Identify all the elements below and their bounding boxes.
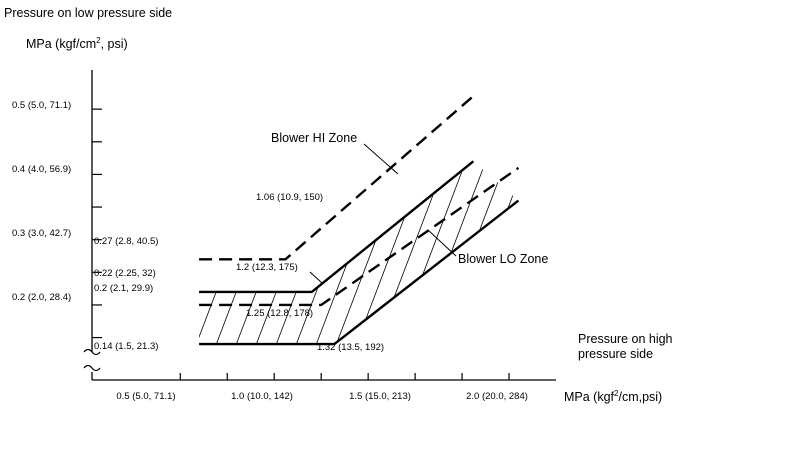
hatch-line-33: [676, 161, 745, 344]
point-label-hi-knee: 1.06 (10.9, 150): [256, 192, 324, 203]
blower-hi-zone-label: Blower HI Zone: [271, 131, 358, 145]
hatch-line-26: [536, 161, 605, 344]
series-hi-upper: [199, 95, 475, 261]
hatch-line-2: [56, 161, 125, 344]
point-label-hi-start: 0.27 (2.8, 40.5): [94, 236, 159, 247]
point-label-lo-lower-knee: 1.32 (13.5, 192): [317, 342, 385, 353]
lo-upper-knee-leader-line: [309, 271, 323, 284]
y-axis-label-prefix: MPa (kgf/cm: [26, 37, 97, 51]
hatch-line-0: [16, 161, 85, 344]
hatch-line-21: [435, 161, 507, 345]
hi-zone-leader-line: [363, 143, 399, 175]
y-axis-label-suffix: , psi): [100, 37, 128, 51]
x-tick-marks: [179, 373, 510, 380]
hatch-line-17: [355, 161, 427, 345]
point-label-lo-upper-start: 0.22 (2.25, 32): [94, 268, 156, 279]
hatch-line-9: [199, 161, 267, 345]
x-tick-label-1: 1.0 (10.0, 142): [231, 391, 293, 402]
chart-title: Pressure on low pressure side: [4, 6, 173, 20]
blower-lo-zone-label: Blower LO Zone: [458, 252, 549, 266]
hatch-line-11: [235, 161, 307, 345]
hatch-line-28: [576, 161, 645, 344]
y-tick-marks: [92, 108, 102, 339]
hatch-line-27: [556, 161, 625, 344]
y-tick-label-0: 0.5 (5.0, 71.1): [12, 100, 72, 111]
y-axis-label-sup: 2: [96, 35, 101, 45]
hatch-line-29: [596, 161, 665, 344]
x-tick-label-3: 2.0 (20.0, 284): [466, 391, 528, 402]
hatch-line-30: [616, 161, 685, 344]
point-label-lo-lower-start: 0.14 (1.5, 21.3): [94, 341, 159, 352]
hatch-line-13: [275, 161, 347, 345]
hatch-line-8: [199, 161, 247, 345]
x-axis-units: MPa (kgf2/cm,psi): [564, 388, 663, 404]
hatch-line-12: [255, 161, 327, 345]
series-hi-lower: [199, 166, 520, 307]
y-tick-label-3: 0.2 (2.0, 28.4): [12, 292, 72, 303]
axis-break-bottom: [83, 364, 101, 372]
point-label-lo-upper-knee: 1.2 (12.3, 175): [236, 262, 298, 273]
x-tick-label-2: 1.5 (15.0, 213): [349, 391, 411, 402]
y-tick-label-2: 0.3 (3.0, 42.7): [12, 228, 72, 239]
hatch-line-19: [395, 161, 467, 345]
series-lines: [199, 95, 520, 346]
x-axis-title-line1: Pressure on high: [578, 332, 673, 346]
hatch-line-18: [375, 161, 447, 345]
point-label-hi-lower-start: 0.2 (2.1, 29.9): [94, 283, 154, 294]
hatch-line-32: [656, 161, 725, 344]
x-axis-units-prefix: MPa (kgf: [564, 390, 615, 404]
x-axis-title-line2: pressure side: [578, 347, 654, 361]
hatch-line-15: [315, 161, 387, 345]
axis-break-top: [83, 348, 101, 356]
hatch-line-6: [199, 161, 207, 345]
x-axis-units-sup: 2: [614, 388, 619, 398]
hatch-line-5: [116, 161, 185, 344]
hatch-line-14: [295, 161, 367, 345]
hatch-line-34: [696, 161, 765, 344]
hatch-line-3: [76, 161, 145, 344]
lo-zone-leader-line: [427, 229, 457, 257]
hatch-line-1: [36, 161, 105, 344]
lo-zone-hatching: [16, 161, 765, 345]
y-axis-label: MPa (kgf/cm2, psi): [26, 35, 128, 51]
series-lo-lower: [199, 199, 520, 346]
x-axis-units-suffix: /cm,psi): [618, 390, 663, 404]
hatch-line-22: [455, 161, 519, 345]
series-lo-upper: [199, 160, 475, 294]
hatch-line-10: [215, 161, 287, 345]
hatch-line-4: [96, 161, 165, 344]
hatch-line-24: [495, 161, 519, 345]
hatch-line-25: [515, 161, 519, 345]
point-label-hi-lower-knee: 1.25 (12.8, 178): [246, 308, 314, 319]
hatch-line-7: [199, 161, 227, 345]
x-tick-label-0: 0.5 (5.0, 71.1): [116, 391, 176, 402]
hatch-line-31: [636, 161, 705, 344]
y-tick-label-1: 0.4 (4.0, 56.9): [12, 164, 72, 175]
